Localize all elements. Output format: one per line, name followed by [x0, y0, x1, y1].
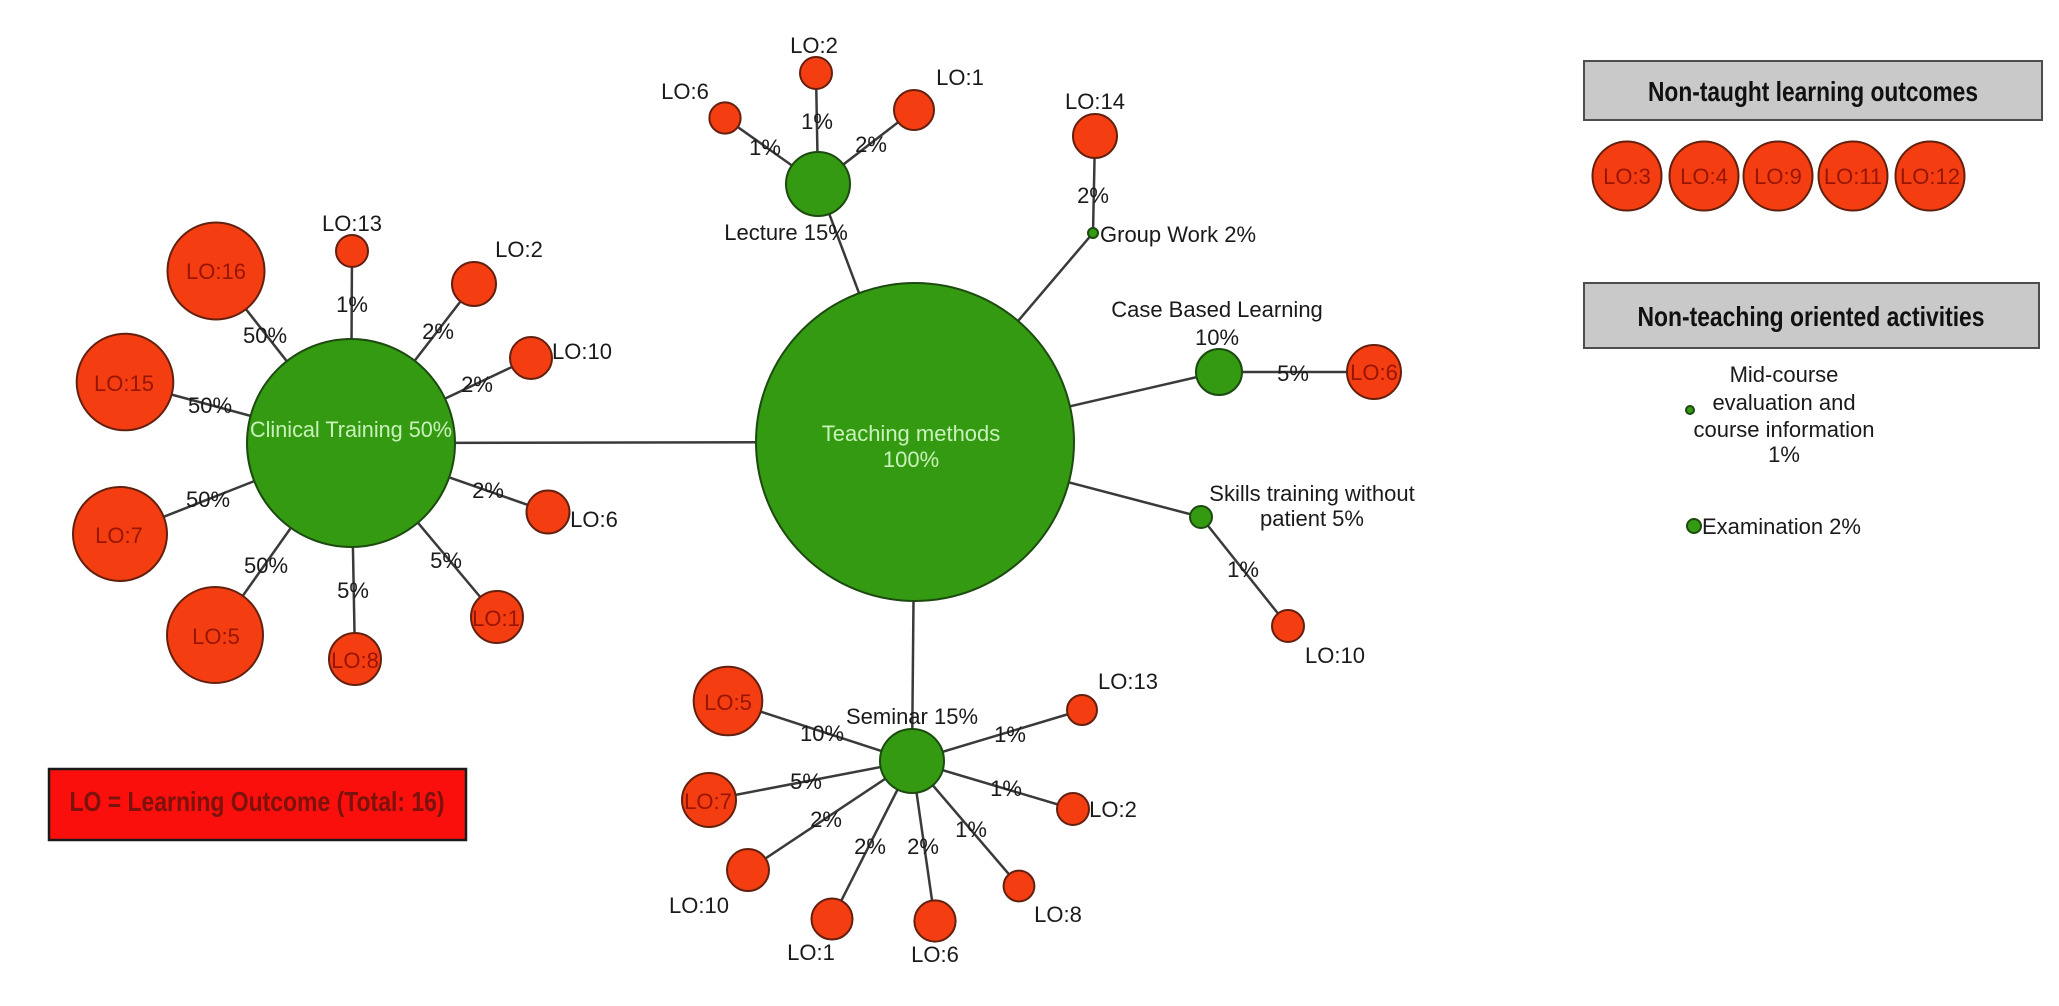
svg-text:LO:16: LO:16	[186, 259, 246, 284]
svg-text:Clinical Training 50%: Clinical Training 50%	[250, 417, 452, 442]
svg-text:1%: 1%	[990, 776, 1022, 801]
svg-text:LO:13: LO:13	[1098, 669, 1158, 694]
svg-text:LO:6: LO:6	[570, 507, 618, 532]
svg-text:LO:1: LO:1	[472, 606, 520, 631]
svg-text:Skills training without: Skills training without	[1209, 481, 1414, 506]
svg-text:50%: 50%	[243, 323, 287, 348]
svg-text:Case Based Learning: Case Based Learning	[1111, 297, 1323, 322]
svg-text:2%: 2%	[422, 319, 454, 344]
svg-text:Lecture 15%: Lecture 15%	[724, 220, 848, 245]
svg-text:LO:7: LO:7	[95, 523, 143, 548]
svg-text:2%: 2%	[907, 834, 939, 859]
svg-text:LO:9: LO:9	[1754, 164, 1802, 189]
svg-text:10%: 10%	[1195, 325, 1239, 350]
svg-text:LO:3: LO:3	[1603, 164, 1651, 189]
svg-text:2%: 2%	[854, 834, 886, 859]
svg-text:50%: 50%	[244, 553, 288, 578]
svg-text:LO:11: LO:11	[1824, 164, 1882, 189]
svg-text:1%: 1%	[801, 109, 833, 134]
svg-text:5%: 5%	[337, 578, 369, 603]
svg-text:Seminar 15%: Seminar 15%	[846, 704, 978, 729]
svg-text:1%: 1%	[749, 135, 781, 160]
svg-text:Mid-course: Mid-course	[1730, 362, 1839, 387]
svg-text:LO = Learning Outcome (Total:: LO = Learning Outcome (Total: 16)	[70, 786, 445, 817]
svg-text:LO:13: LO:13	[322, 211, 382, 236]
svg-text:Teaching methods: Teaching methods	[822, 421, 1001, 446]
svg-text:LO:8: LO:8	[1034, 902, 1082, 927]
svg-text:LO:10: LO:10	[669, 893, 729, 918]
svg-text:Group Work 2%: Group Work 2%	[1100, 222, 1256, 247]
svg-text:LO:10: LO:10	[1305, 643, 1365, 668]
svg-text:LO:1: LO:1	[936, 65, 984, 90]
svg-text:LO:6: LO:6	[1350, 360, 1398, 385]
svg-text:LO:14: LO:14	[1065, 89, 1125, 114]
svg-text:2%: 2%	[855, 132, 887, 157]
svg-text:LO:4: LO:4	[1680, 164, 1728, 189]
svg-text:1%: 1%	[955, 817, 987, 842]
svg-text:LO:2: LO:2	[495, 237, 543, 262]
svg-text:1%: 1%	[336, 292, 368, 317]
svg-text:LO:10: LO:10	[552, 339, 612, 364]
svg-text:LO:6: LO:6	[661, 79, 709, 104]
svg-text:Non-taught learning outcomes: Non-taught learning outcomes	[1648, 76, 1978, 107]
svg-text:LO:15: LO:15	[94, 371, 154, 396]
svg-text:LO:5: LO:5	[192, 624, 240, 649]
svg-text:100%: 100%	[883, 447, 939, 472]
svg-text:50%: 50%	[188, 393, 232, 418]
svg-text:2%: 2%	[472, 478, 504, 503]
svg-text:LO:8: LO:8	[331, 648, 379, 673]
svg-text:evaluation and: evaluation and	[1712, 390, 1855, 415]
svg-text:Examination 2%: Examination 2%	[1702, 514, 1861, 539]
svg-text:course information: course information	[1694, 417, 1875, 442]
svg-text:1%: 1%	[1227, 557, 1259, 582]
svg-text:2%: 2%	[1077, 183, 1109, 208]
svg-text:patient 5%: patient 5%	[1260, 506, 1364, 531]
svg-text:Non-teaching oriented activiti: Non-teaching oriented activities	[1638, 301, 1985, 332]
svg-text:2%: 2%	[810, 807, 842, 832]
svg-text:50%: 50%	[186, 487, 230, 512]
svg-text:LO:5: LO:5	[704, 690, 752, 715]
svg-text:1%: 1%	[1768, 442, 1800, 467]
svg-text:5%: 5%	[1277, 361, 1309, 386]
svg-text:LO:2: LO:2	[790, 33, 838, 58]
svg-text:LO:2: LO:2	[1089, 797, 1137, 822]
svg-text:2%: 2%	[461, 372, 493, 397]
svg-text:LO:6: LO:6	[911, 942, 959, 967]
svg-text:5%: 5%	[790, 769, 822, 794]
svg-text:LO:12: LO:12	[1900, 164, 1960, 189]
svg-text:10%: 10%	[800, 721, 844, 746]
svg-text:1%: 1%	[994, 722, 1026, 747]
svg-text:LO:7: LO:7	[684, 789, 732, 814]
svg-text:LO:1: LO:1	[787, 940, 835, 965]
svg-text:5%: 5%	[430, 548, 462, 573]
